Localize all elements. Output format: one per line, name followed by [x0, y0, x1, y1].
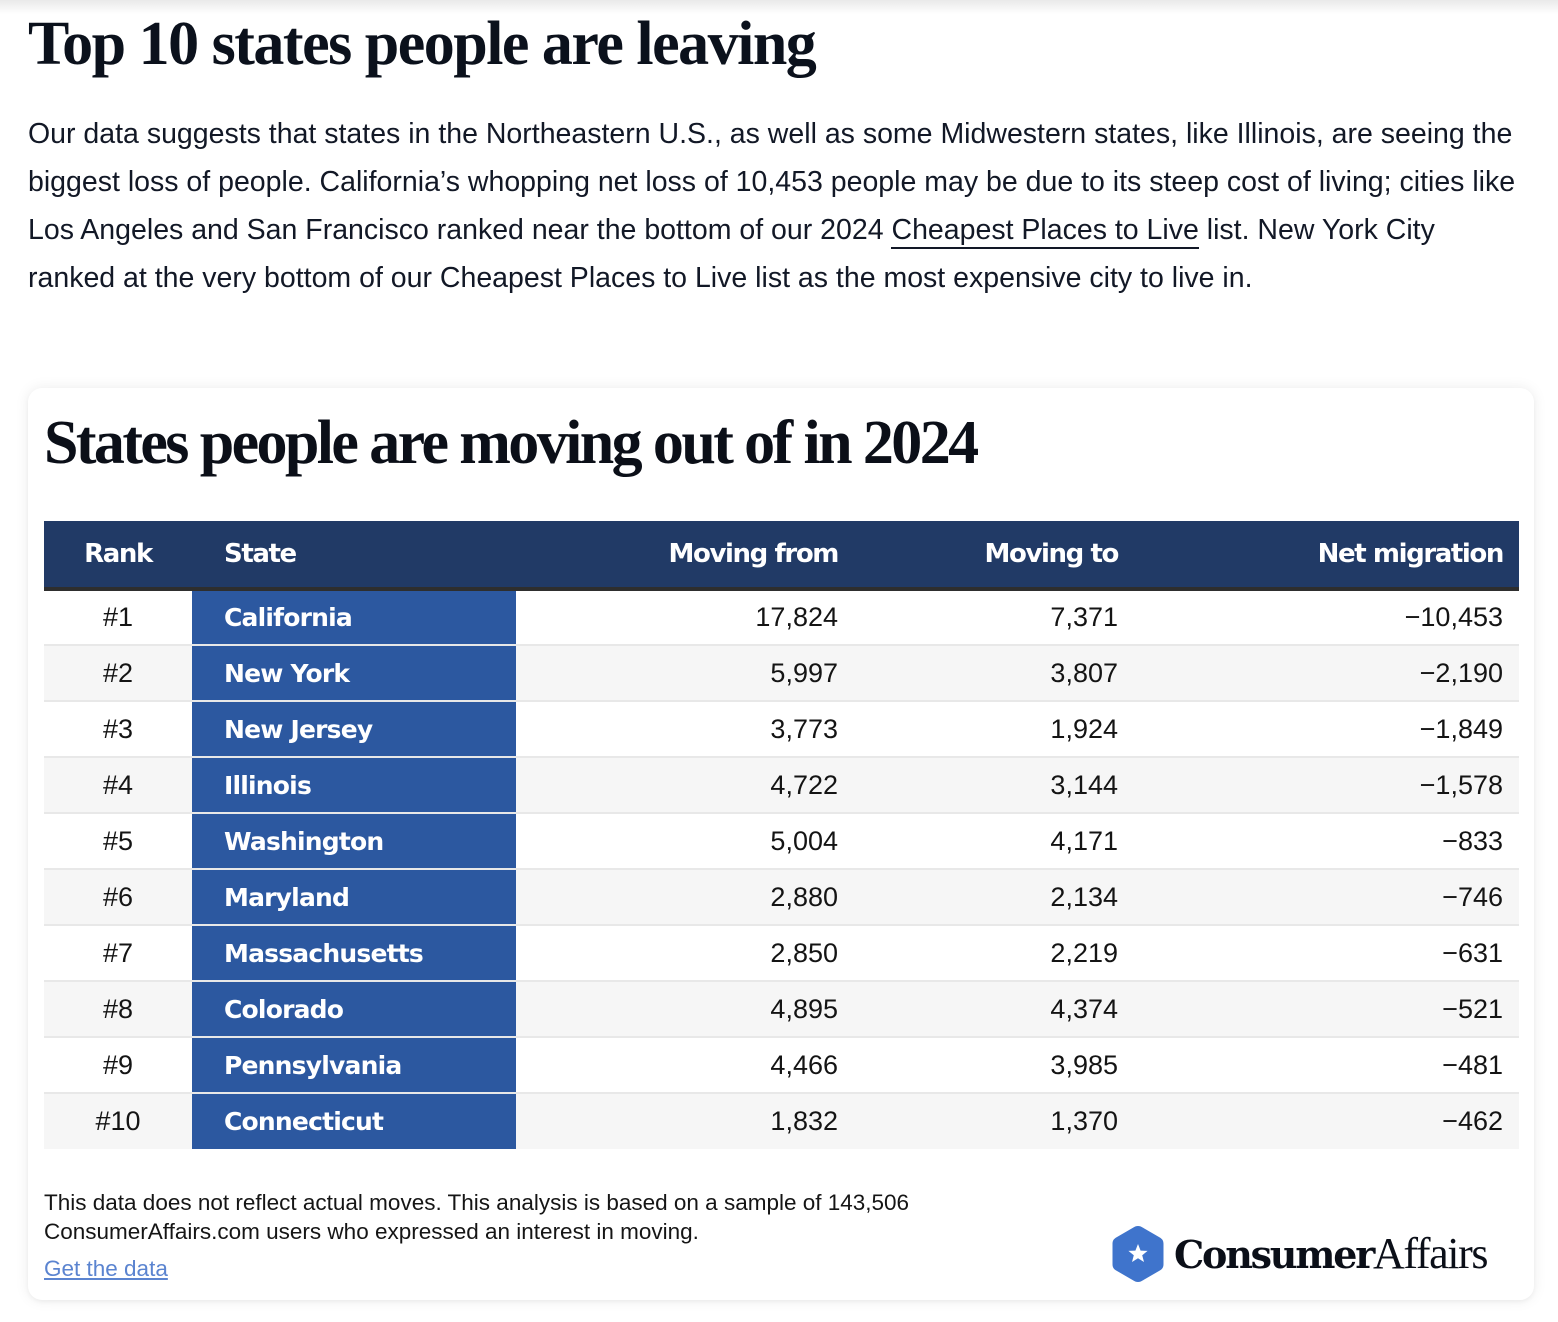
intro-text-start: Our data suggests that states in the Nor… — [28, 118, 1516, 246]
table-row: #4 Illinois 4,722 3,144 −1,578 — [44, 757, 1519, 813]
rank-cell: #5 — [102, 825, 134, 856]
net-migration-cell: −1,849 — [1419, 713, 1503, 744]
state-cell: Massachusetts — [192, 925, 516, 981]
net-migration-cell: −481 — [1442, 1049, 1503, 1080]
table-header-row: Rank State Moving from Moving to Net mig… — [44, 521, 1519, 589]
net-migration-cell: −1,578 — [1419, 769, 1503, 800]
moving-to-cell: 3,807 — [1050, 657, 1118, 688]
state-cell: Connecticut — [192, 1093, 516, 1149]
state-cell: Colorado — [192, 981, 516, 1037]
table-row: #6 Maryland 2,880 2,134 −746 — [44, 869, 1519, 925]
state-cell: Pennsylvania — [192, 1037, 516, 1093]
net-migration-cell: −631 — [1442, 937, 1503, 968]
moving-from-cell: 5,997 — [770, 657, 838, 688]
moving-from-cell: 3,773 — [770, 713, 838, 744]
moving-to-cell: 3,144 — [1050, 769, 1118, 800]
moving-from-cell: 4,895 — [770, 993, 838, 1024]
table-row: #5 Washington 5,004 4,171 −833 — [44, 813, 1519, 869]
moving-to-cell: 3,985 — [1050, 1049, 1118, 1080]
intro-text-end: list. New York City ranked at the very b… — [28, 214, 1435, 294]
rank-cell: #7 — [102, 937, 134, 968]
net-migration-cell: −833 — [1442, 825, 1503, 856]
state-cell: Illinois — [192, 757, 516, 813]
state-cell: Maryland — [192, 869, 516, 925]
logo-text-light: Affairs — [1373, 1229, 1488, 1278]
moving-from-cell: 2,850 — [770, 937, 838, 968]
rank-cell: #6 — [102, 881, 134, 912]
header-state: State — [224, 539, 297, 569]
table-row: #7 Massachusetts 2,850 2,219 −631 — [44, 925, 1519, 981]
rank-cell: #1 — [102, 602, 134, 632]
moving-to-cell: 4,374 — [1050, 993, 1118, 1024]
state-cell: Washington — [192, 813, 516, 869]
intro-paragraph: Our data suggests that states in the Nor… — [28, 110, 1528, 302]
state-cell: California — [192, 589, 516, 645]
net-migration-cell: −2,190 — [1419, 657, 1503, 688]
state-cell: New Jersey — [192, 701, 516, 757]
section-heading: Top 10 states people are leaving — [28, 10, 817, 78]
table-body: #1 California 17,824 7,371 −10,453 #2 New York… — [44, 589, 1519, 1149]
rank-cell: #3 — [102, 713, 134, 744]
methodology-note: This data does not reflect actual moves.… — [44, 1190, 910, 1244]
moving-to-cell: 2,134 — [1050, 881, 1118, 912]
moving-to-cell: 2,219 — [1050, 937, 1118, 968]
card-title: States people are moving out of in 2024 — [44, 409, 979, 477]
moving-from-cell: 17,824 — [755, 602, 838, 632]
moving-from-cell: 4,722 — [770, 769, 838, 800]
rank-cell: #4 — [102, 769, 134, 800]
state-cell: New York — [192, 645, 516, 701]
header-moving-from: Moving from — [668, 539, 840, 569]
moving-from-cell: 4,466 — [770, 1049, 838, 1080]
moving-from-cell: 2,880 — [770, 881, 838, 912]
migration-table: Rank State Moving from Moving to Net mig… — [44, 521, 1519, 1149]
rank-cell: #10 — [95, 1106, 141, 1136]
moving-to-cell: 1,370 — [1050, 1106, 1118, 1136]
rank-cell: #8 — [102, 993, 134, 1024]
rank-cell: #9 — [102, 1049, 134, 1080]
header-net-migration: Net migration — [1317, 539, 1505, 569]
logo-wordmark: ConsumerAffairs — [1174, 1229, 1488, 1278]
star-hexagon-icon — [1112, 1226, 1164, 1282]
table-row: #8 Colorado 4,895 4,374 −521 — [44, 981, 1519, 1037]
net-migration-cell: −10,453 — [1404, 602, 1503, 632]
moving-to-cell: 7,371 — [1050, 602, 1118, 632]
moving-from-cell: 1,832 — [770, 1106, 838, 1136]
data-card: States people are moving out of in 2024 … — [28, 388, 1534, 1300]
net-migration-cell: −746 — [1442, 881, 1503, 912]
table-row: #3 New Jersey 3,773 1,924 −1,849 — [44, 701, 1519, 757]
header-moving-to: Moving to — [984, 539, 1120, 569]
cheapest-places-link[interactable]: Cheapest Places to Live — [891, 214, 1199, 249]
table-row: #9 Pennsylvania 4,466 3,985 −481 — [44, 1037, 1519, 1093]
table-row: #10 Connecticut 1,832 1,370 −462 — [44, 1093, 1519, 1149]
top-edge-shadow — [0, 0, 1558, 14]
moving-to-cell: 1,924 — [1050, 713, 1118, 744]
moving-to-cell: 4,171 — [1050, 825, 1118, 856]
table-row: #2 New York 5,997 3,807 −2,190 — [44, 645, 1519, 701]
table-row: #1 California 17,824 7,371 −10,453 — [44, 589, 1519, 645]
header-rank: Rank — [84, 539, 153, 569]
net-migration-cell: −462 — [1442, 1106, 1503, 1136]
get-the-data-link[interactable]: Get the data — [44, 1256, 168, 1281]
rank-cell: #2 — [102, 657, 134, 688]
consumeraffairs-logo: ConsumerAffairs — [1110, 1224, 1488, 1284]
net-migration-cell: −521 — [1442, 993, 1503, 1024]
logo-text-bold: Consumer — [1174, 1232, 1375, 1277]
moving-from-cell: 5,004 — [770, 825, 838, 856]
